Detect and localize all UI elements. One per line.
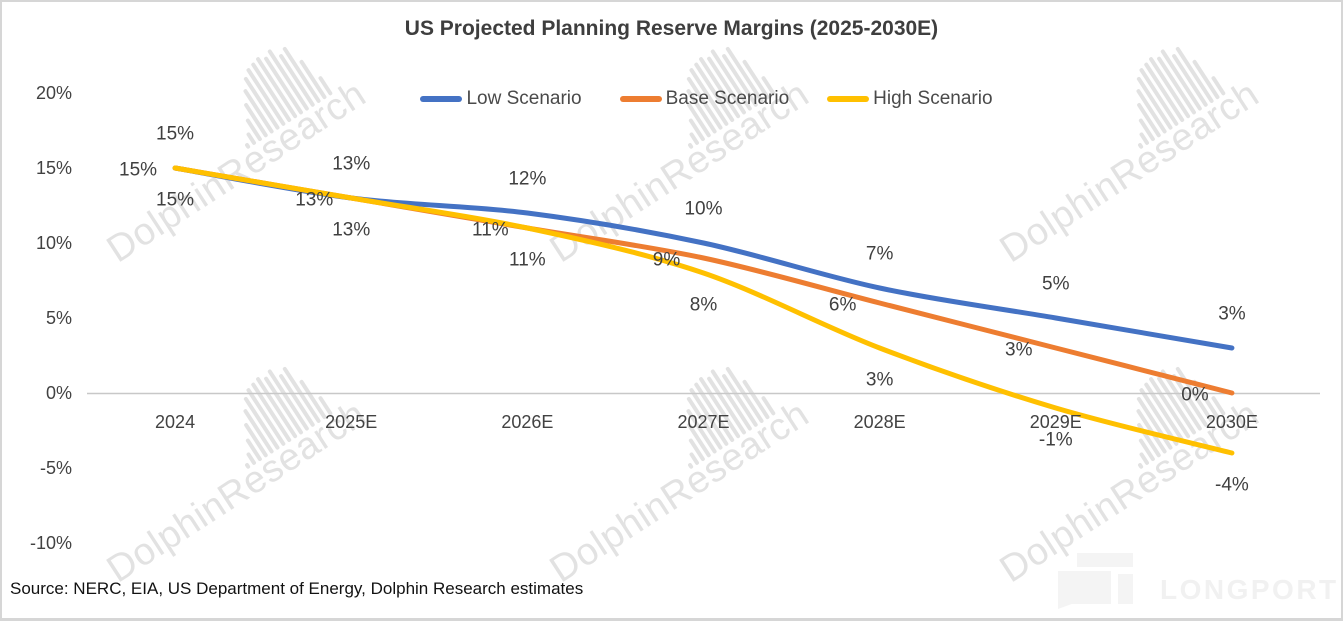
x-tick-label: 2024	[155, 412, 196, 432]
data-label: -4%	[1215, 475, 1249, 496]
data-label: 7%	[866, 244, 894, 265]
data-label: 11%	[472, 220, 509, 241]
y-tick-label: 10%	[35, 233, 72, 253]
source-note: Source: NERC, EIA, US Department of Ener…	[10, 579, 584, 598]
x-tick-label: 2027E	[677, 412, 730, 432]
data-label: 11%	[509, 250, 546, 271]
y-tick-label: 5%	[45, 308, 72, 328]
logo-bar-side	[1118, 574, 1133, 604]
legend-item-high-scenario: High Scenario	[827, 88, 993, 110]
y-tick-label: 15%	[35, 158, 72, 178]
data-label: 6%	[829, 295, 857, 316]
legend-item-low-scenario: Low Scenario	[420, 88, 582, 110]
legend-label: High Scenario	[873, 88, 993, 109]
legend-item-base-scenario: Base Scenario	[619, 88, 790, 110]
logo-speech-bubble	[1058, 571, 1111, 609]
y-tick-label: -5%	[39, 458, 72, 478]
y-tick-label: 0%	[45, 383, 72, 403]
data-label: 3%	[1218, 304, 1246, 325]
data-label: 5%	[1042, 274, 1070, 295]
legend-swatch	[827, 96, 870, 102]
legend: Low Scenario Base Scenario High Scenario	[87, 88, 1326, 110]
legend-swatch	[619, 96, 662, 102]
legend-swatch	[420, 96, 463, 102]
data-label: 13%	[332, 154, 370, 175]
series-line-high-scenario	[172, 165, 1235, 456]
data-label: 12%	[508, 169, 546, 190]
legend-label: Low Scenario	[466, 88, 582, 109]
x-tick-label: 2029E	[1029, 412, 1082, 432]
data-label: 0%	[1181, 385, 1209, 406]
legend-label: Base Scenario	[665, 88, 790, 109]
x-tick-label: 2030E	[1205, 412, 1258, 432]
data-label: -1%	[1039, 430, 1073, 451]
y-tick-label: 20%	[35, 83, 72, 103]
data-label: 9%	[653, 250, 681, 271]
data-label: 8%	[690, 295, 718, 316]
longport-logo-icon	[1058, 551, 1138, 609]
longport-brand: LONGPORT	[1058, 551, 1338, 609]
data-label: 3%	[866, 370, 894, 391]
data-label: 13%	[295, 190, 333, 211]
x-tick-label: 2025E	[325, 412, 378, 432]
data-label: 3%	[1005, 340, 1033, 361]
y-tick-label: -10%	[29, 533, 72, 553]
data-label: 13%	[332, 220, 370, 241]
longport-wordmark: LONGPORT	[1160, 574, 1339, 605]
x-tick-label: 2026E	[501, 412, 554, 432]
data-label: 15%	[156, 124, 194, 145]
chart-title: US Projected Planning Reserve Margins (2…	[404, 17, 939, 40]
data-label: 15%	[156, 190, 194, 211]
data-label: 15%	[119, 160, 157, 181]
data-label: 10%	[684, 199, 722, 220]
x-tick-label: 2028E	[853, 412, 906, 432]
logo-bar-top	[1077, 553, 1133, 567]
